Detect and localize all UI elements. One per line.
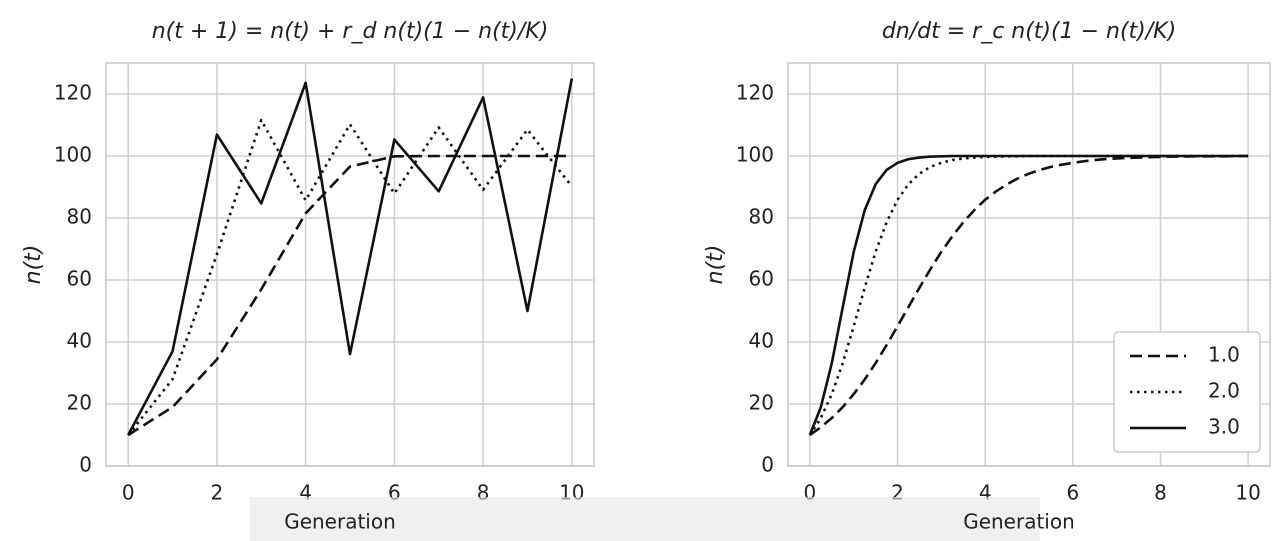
y-tick-label: 20 — [749, 391, 774, 415]
series-line — [127, 78, 574, 436]
plot-frame — [787, 62, 1271, 467]
y-tick-label: 60 — [749, 267, 774, 291]
legend-label: 2.0 — [1208, 379, 1240, 403]
labels: Generation Generation — [284, 510, 1075, 534]
chart-title: dn/dt = r_c n(t)(1 − n(t)/K) — [882, 19, 1176, 44]
x-tick-label: 10 — [1235, 481, 1260, 505]
y-tick-label: 0 — [761, 453, 774, 477]
x-tick-label: 0 — [122, 481, 135, 505]
y-tick-label: 80 — [749, 205, 774, 229]
y-tick-label: 120 — [54, 81, 92, 105]
chart-title: n(t + 1) = n(t) + r_d n(t)(1 − n(t)/K) — [152, 19, 549, 44]
y-axis-label: n(t) — [703, 245, 728, 285]
y-tick-label: 80 — [67, 205, 92, 229]
y-tick-label: 100 — [54, 143, 92, 167]
y-tick-label: 40 — [67, 329, 92, 353]
plot-frame — [105, 62, 595, 467]
y-tick-label: 40 — [749, 329, 774, 353]
y-tick-label: 60 — [67, 267, 92, 291]
x-tick-label: 8 — [1154, 481, 1167, 505]
legend-label: 3.0 — [1208, 415, 1240, 439]
legend: 1.0 2.0 3.0 — [1113, 331, 1261, 453]
x-axis-label: Generation — [963, 510, 1075, 534]
series-line — [808, 154, 1249, 436]
y-tick-label: 20 — [67, 391, 92, 415]
x-tick-label: 6 — [1066, 481, 1079, 505]
y-tick-label: 100 — [736, 143, 774, 167]
y-tick-label: 0 — [79, 453, 92, 477]
watermark-band — [250, 497, 1040, 541]
y-axis-label: n(t) — [21, 245, 46, 285]
x-axis-label: Generation — [284, 510, 396, 534]
y-tick-label: 120 — [736, 81, 774, 105]
series-line — [127, 154, 572, 437]
x-tick-label: 2 — [211, 481, 224, 505]
legend-label: 1.0 — [1208, 343, 1240, 367]
legend-box — [1113, 331, 1261, 453]
